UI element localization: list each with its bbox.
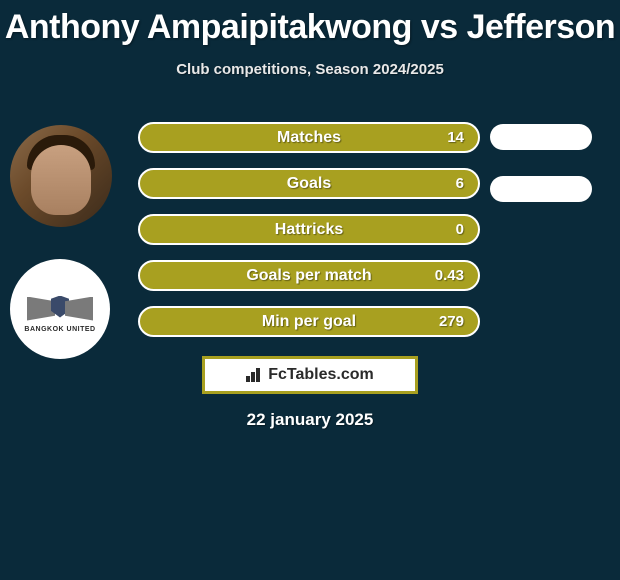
stat-label: Matches [277,129,341,147]
stat-value: 0.43 [435,267,464,284]
stat-bar-min-per-goal: Min per goal 279 [138,306,480,337]
stat-value: 14 [447,129,464,146]
stats-container: Matches 14 Goals 6 Hattricks 0 Goals per… [138,122,480,352]
left-column: BANGKOK UNITED [10,125,112,359]
stat-bar-matches: Matches 14 [138,122,480,153]
avatar-face-shape [31,145,91,215]
site-name: FcTables.com [268,366,374,384]
player-avatar [10,125,112,227]
badge-emblem [25,294,95,324]
stat-value: 279 [439,313,464,330]
stat-label: Min per goal [262,313,356,331]
stat-label: Goals per match [246,267,371,285]
badge-wing-right [65,297,93,321]
page-title: Anthony Ampaipitakwong vs Jefferson [0,0,620,47]
badge-text: BANGKOK UNITED [24,326,95,333]
badge-wing-left [27,297,55,321]
stat-bar-goals: Goals 6 [138,168,480,199]
comparison-pill [490,124,592,150]
stat-bar-hattricks: Hattricks 0 [138,214,480,245]
footer-date: 22 january 2025 [0,410,620,430]
stat-value: 6 [456,175,464,192]
chart-icon [246,368,264,382]
stat-bar-goals-per-match: Goals per match 0.43 [138,260,480,291]
stat-label: Hattricks [275,221,343,239]
site-badge: FcTables.com [202,356,418,394]
right-pills [490,124,592,228]
club-badge: BANGKOK UNITED [10,259,110,359]
comparison-pill [490,176,592,202]
stat-label: Goals [287,175,331,193]
subtitle: Club competitions, Season 2024/2025 [0,61,620,78]
stat-value: 0 [456,221,464,238]
